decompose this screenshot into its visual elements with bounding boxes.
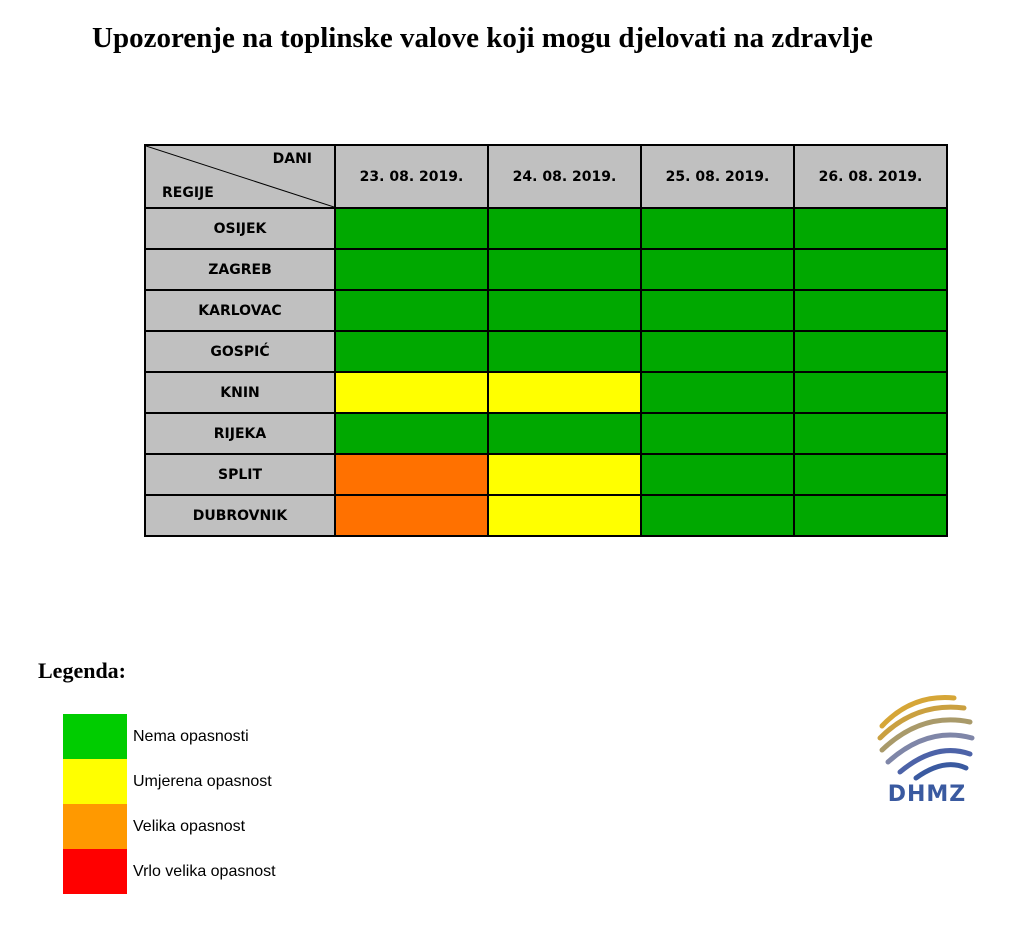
table-row: ZAGREB bbox=[144, 248, 948, 291]
warning-level-cell bbox=[487, 289, 642, 332]
warning-level-cell bbox=[334, 289, 489, 332]
warning-level-cell bbox=[793, 289, 948, 332]
table-corner-cell: DANI REGIJE bbox=[144, 144, 336, 209]
warning-level-cell bbox=[793, 248, 948, 291]
date-header: 24. 08. 2019. bbox=[487, 144, 642, 209]
warning-level-cell bbox=[487, 248, 642, 291]
warning-level-cell bbox=[487, 207, 642, 250]
warning-level-cell bbox=[334, 207, 489, 250]
warning-level-cell bbox=[640, 371, 795, 414]
legend-item: Nema opasnosti bbox=[63, 714, 276, 759]
warning-level-cell bbox=[640, 289, 795, 332]
legend: Nema opasnosti Umjerena opasnost Velika … bbox=[63, 714, 276, 894]
table-row: GOSPIĆ bbox=[144, 330, 948, 373]
dhmz-logo: DHMZ bbox=[872, 688, 982, 813]
warning-level-cell bbox=[334, 494, 489, 537]
table-row: DUBROVNIK bbox=[144, 494, 948, 537]
legend-label: Nema opasnosti bbox=[133, 727, 249, 745]
diagonal-divider bbox=[146, 146, 334, 207]
warning-level-cell bbox=[487, 330, 642, 373]
legend-item: Umjerena opasnost bbox=[63, 759, 276, 804]
warning-level-cell bbox=[793, 330, 948, 373]
region-label: ZAGREB bbox=[144, 248, 336, 291]
region-label: RIJEKA bbox=[144, 412, 336, 455]
region-label: DUBROVNIK bbox=[144, 494, 336, 537]
table-row: OSIJEK bbox=[144, 207, 948, 250]
heatwave-warning-table: DANI REGIJE 23. 08. 2019. 24. 08. 2019. … bbox=[144, 144, 948, 537]
warning-level-cell bbox=[487, 371, 642, 414]
warning-level-cell bbox=[793, 207, 948, 250]
legend-label: Velika opasnost bbox=[133, 817, 246, 835]
warning-level-cell bbox=[640, 330, 795, 373]
table-row: RIJEKA bbox=[144, 412, 948, 455]
logo-text: DHMZ bbox=[887, 782, 967, 807]
warning-level-cell bbox=[640, 207, 795, 250]
legend-label: Vrlo velika opasnost bbox=[133, 862, 276, 880]
warning-level-cell bbox=[334, 412, 489, 455]
table-row: KARLOVAC bbox=[144, 289, 948, 332]
dhmz-logo-icon bbox=[877, 695, 975, 781]
region-label: OSIJEK bbox=[144, 207, 336, 250]
legend-item: Velika opasnost bbox=[63, 804, 276, 849]
date-header: 26. 08. 2019. bbox=[793, 144, 948, 209]
warning-level-cell bbox=[793, 494, 948, 537]
warning-level-cell bbox=[640, 412, 795, 455]
legend-swatch bbox=[63, 759, 127, 804]
warning-level-cell bbox=[334, 453, 489, 496]
legend-swatch bbox=[63, 714, 127, 759]
table-header-row: DANI REGIJE 23. 08. 2019. 24. 08. 2019. … bbox=[144, 144, 948, 209]
region-label: KNIN bbox=[144, 371, 336, 414]
legend-label: Umjerena opasnost bbox=[133, 772, 272, 790]
warning-level-cell bbox=[334, 330, 489, 373]
table-row: KNIN bbox=[144, 371, 948, 414]
legend-item: Vrlo velika opasnost bbox=[63, 849, 276, 894]
legend-swatch bbox=[63, 849, 127, 894]
legend-title: Legenda: bbox=[38, 658, 126, 683]
warning-level-cell bbox=[334, 248, 489, 291]
warning-level-cell bbox=[793, 412, 948, 455]
warning-level-cell bbox=[793, 371, 948, 414]
legend-swatch bbox=[63, 804, 127, 849]
warning-level-cell bbox=[334, 371, 489, 414]
page-title: Upozorenje na toplinske valove koji mogu… bbox=[92, 22, 873, 54]
table-row: SPLIT bbox=[144, 453, 948, 496]
date-header: 23. 08. 2019. bbox=[334, 144, 489, 209]
warning-level-cell bbox=[487, 453, 642, 496]
region-label: SPLIT bbox=[144, 453, 336, 496]
warning-level-cell bbox=[640, 453, 795, 496]
date-header: 25. 08. 2019. bbox=[640, 144, 795, 209]
region-label: GOSPIĆ bbox=[144, 330, 336, 373]
warning-level-cell bbox=[793, 453, 948, 496]
warning-level-cell bbox=[640, 494, 795, 537]
warning-level-cell bbox=[487, 412, 642, 455]
warning-level-cell bbox=[640, 248, 795, 291]
column-axis-label: DANI bbox=[272, 151, 312, 167]
region-label: KARLOVAC bbox=[144, 289, 336, 332]
row-axis-label: REGIJE bbox=[162, 185, 214, 201]
warning-level-cell bbox=[487, 494, 642, 537]
